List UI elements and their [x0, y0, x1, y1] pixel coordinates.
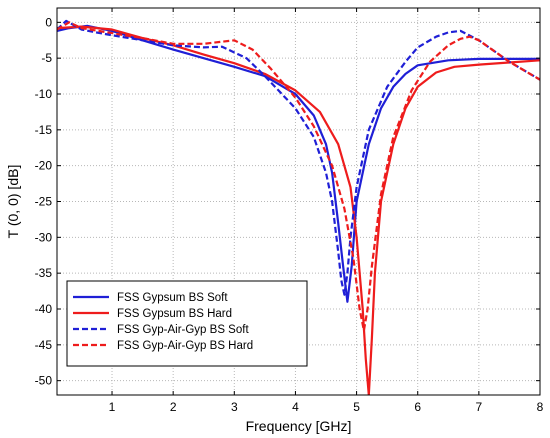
y-tick-label: -45	[35, 338, 53, 352]
y-axis: 0 -5 -10 -15 -20 -25 -30 -35 -40 -45 -50	[35, 15, 540, 388]
series-line-fss-gypsum-bs-hard	[57, 25, 540, 395]
x-axis: 1 2 3 4 5 6 7 8	[109, 8, 544, 414]
x-tick-label: 5	[353, 400, 360, 414]
x-tick-label: 2	[170, 400, 177, 414]
x-tick-label: 8	[537, 400, 544, 414]
x-tick-label: 1	[109, 400, 116, 414]
y-tick-label: -25	[35, 195, 53, 209]
legend-label: FSS Gyp-Air-Gyp BS Hard	[117, 340, 253, 352]
plot-series	[57, 19, 540, 395]
y-tick-label: -35	[35, 266, 53, 280]
grid-lines	[57, 8, 541, 395]
legend-label: FSS Gypsum BS Hard	[117, 308, 232, 320]
y-axis-title: T (0, 0) [dB]	[5, 165, 21, 239]
x-tick-label: 3	[231, 400, 238, 414]
x-tick-label: 4	[292, 400, 299, 414]
legend-label: FSS Gypsum BS Soft	[117, 292, 228, 304]
series-line-fss-gyp-air-gyp-bs-hard	[57, 21, 540, 332]
legend-box	[66, 280, 308, 367]
x-tick-label: 7	[476, 400, 483, 414]
y-tick-label: -15	[35, 123, 53, 137]
y-tick-label: -50	[35, 374, 53, 388]
x-axis-title: Frequency [GHz]	[246, 418, 352, 434]
series-line-fss-gyp-air-gyp-bs-soft	[57, 19, 540, 296]
y-tick-label: -5	[41, 51, 52, 65]
y-tick-label: 0	[45, 15, 52, 29]
y-tick-label: -30	[35, 230, 53, 244]
y-tick-label: -10	[35, 87, 53, 101]
y-tick-label: -40	[35, 302, 53, 316]
legend: FSS Gypsum BS Soft FSS Gypsum BS Hard FSS …	[66, 280, 308, 367]
x-tick-label: 6	[414, 400, 421, 414]
series-line-fss-gypsum-bs-soft	[57, 24, 540, 303]
y-tick-label: -20	[35, 159, 53, 173]
legend-label: FSS Gyp-Air-Gyp BS Soft	[117, 324, 249, 336]
